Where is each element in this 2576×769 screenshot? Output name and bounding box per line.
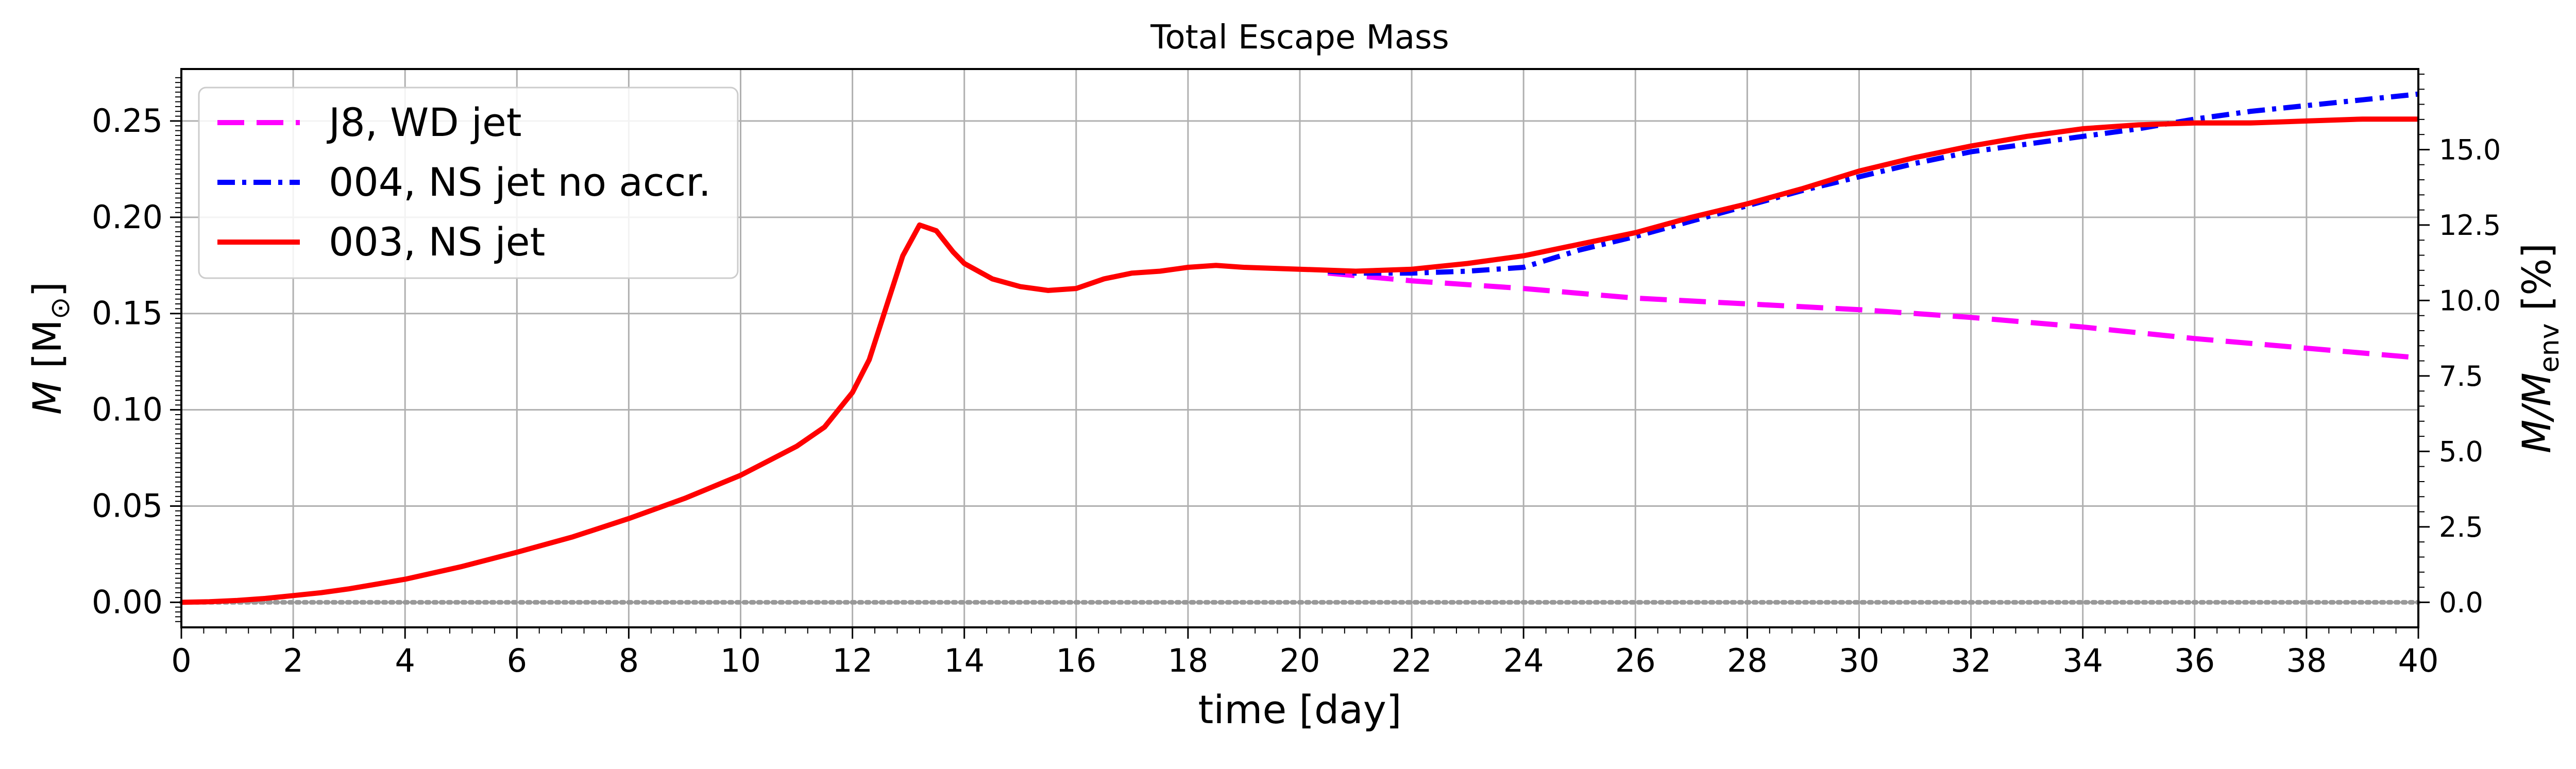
x-tick-label: 14 [944,642,985,679]
y-tick-label: 0.25 [92,102,163,140]
y2-axis-label: M/Menv [%] [2514,243,2565,453]
y-tick-label: 0.20 [92,198,163,236]
x-tick-label: 2 [283,642,303,679]
y2-tick-label: 0.0 [2439,586,2483,619]
y2-tick-label: 7.5 [2439,360,2483,392]
x-tick-label: 34 [2062,642,2103,679]
y-tick-label: 0.00 [92,583,163,621]
y-tick-label: 0.15 [92,295,163,332]
axis-labels: 0 2 4 6 8 10 12 14 16 18 20 22 24 26 28 30 32 34 36 38 400.0… [24,19,2565,732]
x-tick-label: 38 [2286,642,2327,679]
y-axis-label: M [M⊙] [24,282,76,415]
legend-label-2: 004, NS jet no accr. [329,159,711,205]
legend-box [198,87,739,279]
series-line-2 [1327,91,2419,276]
x-tick-label: 28 [1727,642,1768,679]
series-line-1 [1327,270,2419,361]
series-line-3 [181,116,2418,605]
y-tick-label: 0.10 [92,391,163,429]
chart-title: Total Escape Mass [1150,19,1449,57]
y-tick-label: 0.05 [92,487,163,525]
x-tick-label: 4 [395,642,415,679]
x-tick-label: 40 [2398,642,2439,679]
y2-tick-label: 2.5 [2439,511,2483,543]
x-tick-label: 36 [2174,642,2215,679]
x-tick-label: 26 [1615,642,1656,679]
legend-label-3: 003, NS jet [329,219,545,265]
legend-label-1: J8, WD jet [327,99,522,145]
x-axis-label: time [day] [1198,687,1402,732]
y2-tick-label: 5.0 [2439,435,2483,468]
x-tick-label: 8 [619,642,639,679]
x-tick-label: 12 [832,642,873,679]
y2-tick-label: 10.0 [2439,284,2501,317]
x-tick-label: 30 [1839,642,1879,679]
y2-tick-label: 12.5 [2439,209,2501,242]
axis-ticks [170,73,2430,639]
x-tick-label: 18 [1167,642,1208,679]
x-tick-label: 32 [1951,642,1991,679]
series-lines [181,91,2419,605]
x-tick-label: 24 [1503,642,1544,679]
x-tick-label: 16 [1056,642,1096,679]
x-tick-label: 6 [507,642,527,679]
x-tick-label: 22 [1392,642,1432,679]
legend: J8, WD jet 004, NS jet no accr. 003, NS je… [198,87,739,279]
y2-tick-label: 15.0 [2439,133,2501,166]
x-tick-label: 10 [720,642,761,679]
x-tick-label: 0 [171,642,191,679]
x-tick-label: 20 [1280,642,1320,679]
